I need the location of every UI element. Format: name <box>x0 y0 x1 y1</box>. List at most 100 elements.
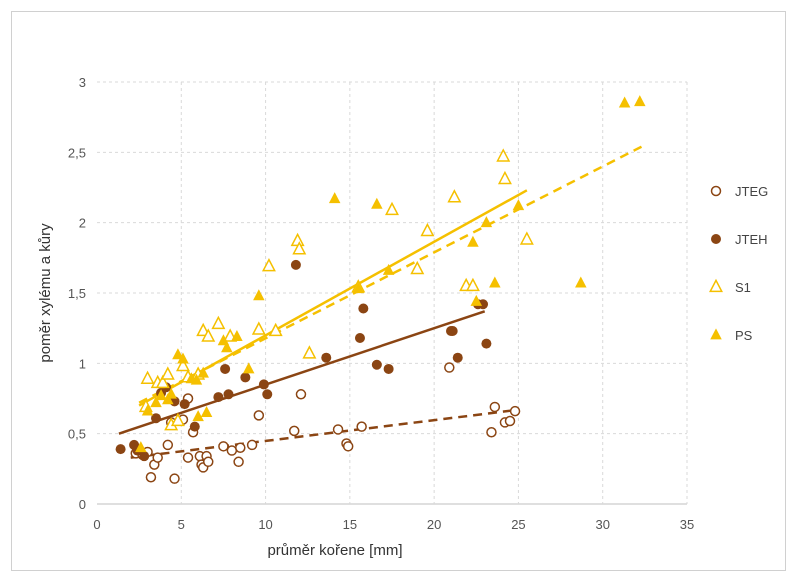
legend-item-ps: PS <box>710 328 753 343</box>
point-jteg <box>226 445 238 456</box>
x-axis-title: průměr kořene [mm] <box>267 542 402 559</box>
point-jteh <box>189 421 200 432</box>
x-tick-label: 30 <box>595 517 609 532</box>
point-ps <box>618 96 631 108</box>
legend-label: JTEG <box>735 184 768 199</box>
y-tick-label: 0,5 <box>68 427 86 442</box>
point-jteh <box>151 413 161 424</box>
y-tick-label: 3 <box>79 75 86 90</box>
point-s1 <box>410 260 425 275</box>
point-jteh <box>478 299 489 310</box>
point-ps <box>150 396 162 408</box>
point-s1 <box>211 315 226 330</box>
point-s1 <box>497 170 512 185</box>
point-s1 <box>302 345 317 359</box>
point-ps <box>231 330 243 342</box>
point-ps <box>135 441 147 453</box>
legend-item-s1: S1 <box>709 278 751 295</box>
point-s1 <box>251 321 266 335</box>
point-jteh <box>179 399 190 410</box>
point-jteg <box>486 427 497 438</box>
point-jteh <box>290 259 301 270</box>
point-s1 <box>292 241 307 255</box>
point-s1 <box>465 277 480 292</box>
legend-marker <box>711 234 721 244</box>
point-ps <box>172 348 184 360</box>
chart-frame <box>11 11 786 571</box>
point-ps <box>489 276 501 288</box>
point-jteh <box>258 379 269 390</box>
point-jteg <box>145 472 157 483</box>
point-jteg <box>295 389 307 400</box>
point-jteg <box>342 441 354 452</box>
point-jteg <box>246 439 258 451</box>
point-s1 <box>201 328 216 342</box>
point-s1 <box>170 412 185 427</box>
series-ps <box>135 95 646 453</box>
point-jteg <box>444 362 455 373</box>
point-s1 <box>261 258 276 272</box>
point-ps <box>328 192 341 204</box>
y-tick-label: 2,5 <box>68 145 86 160</box>
x-tick-label: 25 <box>511 517 525 532</box>
point-jteh <box>220 363 231 374</box>
point-jteh <box>321 352 332 363</box>
point-jteh <box>358 303 369 314</box>
point-jteh <box>213 392 224 403</box>
legend-item-jteh: JTEH <box>711 232 768 247</box>
point-s1 <box>268 322 283 337</box>
point-ps <box>512 199 525 211</box>
point-jteh <box>354 333 365 344</box>
point-ps <box>480 216 493 228</box>
point-ps <box>253 289 265 301</box>
legend-marker <box>709 278 723 293</box>
point-ps <box>470 294 483 306</box>
y-axis-title: poměr xylému a kůry <box>37 223 54 363</box>
point-jteh <box>481 338 492 349</box>
point-jteh <box>383 363 394 374</box>
series-s1 <box>138 148 534 431</box>
point-ps <box>177 352 189 364</box>
point-jteh <box>262 389 273 400</box>
point-ps <box>192 410 204 422</box>
legend-marker <box>710 328 722 340</box>
trendline-jteh <box>118 310 486 435</box>
grid <box>97 81 688 505</box>
point-s1 <box>447 189 462 203</box>
point-jteg <box>356 421 367 432</box>
data-points <box>115 95 646 484</box>
point-jteg <box>182 452 194 463</box>
point-ps <box>141 404 154 416</box>
point-s1 <box>519 231 534 245</box>
point-ps <box>352 282 365 294</box>
point-jteg <box>169 473 180 484</box>
point-jteg <box>489 401 501 413</box>
legend-label: PS <box>735 328 753 343</box>
y-tick-label: 1 <box>79 356 86 371</box>
point-jteg <box>218 441 229 452</box>
x-tick-label: 35 <box>680 517 694 532</box>
point-ps <box>382 263 395 275</box>
point-s1 <box>155 374 170 389</box>
point-s1 <box>496 148 511 162</box>
point-ps <box>221 341 233 353</box>
legend-label: JTEH <box>735 232 768 247</box>
point-jteh <box>447 325 458 336</box>
point-ps <box>197 366 209 378</box>
point-ps <box>200 405 213 417</box>
point-s1 <box>385 201 399 216</box>
x-tick-label: 20 <box>427 517 441 532</box>
point-ps <box>162 393 174 405</box>
point-ps <box>371 197 383 209</box>
trendlines <box>118 145 643 459</box>
legend-label: S1 <box>735 280 751 295</box>
point-ps <box>634 95 646 107</box>
point-jteh <box>223 389 234 400</box>
point-jteh <box>240 372 251 383</box>
point-s1 <box>160 366 175 380</box>
legend-item-jteg: JTEG <box>710 184 768 199</box>
point-jteh <box>371 359 382 370</box>
y-tick-label: 0 <box>79 497 86 512</box>
series-jteh <box>115 259 492 462</box>
